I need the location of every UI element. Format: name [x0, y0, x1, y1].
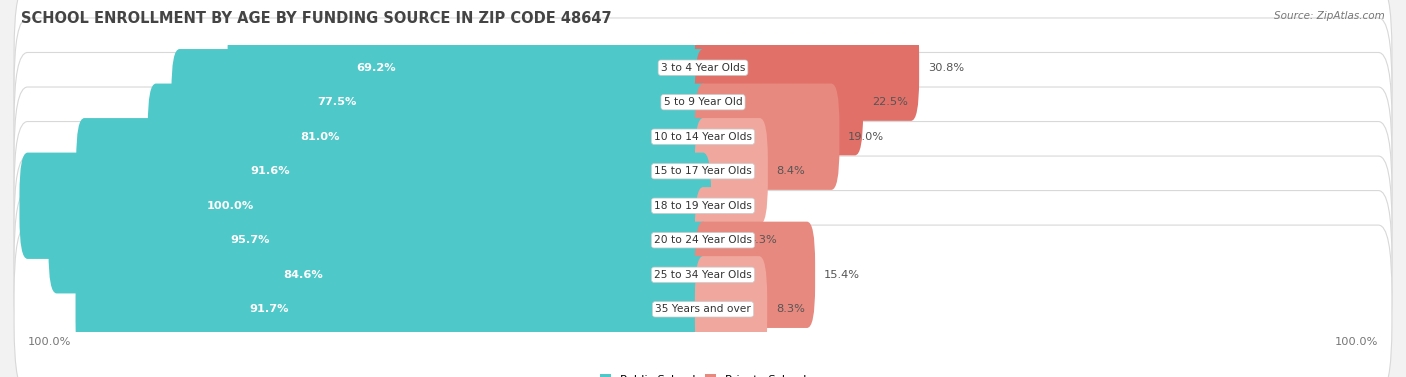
Text: 10 to 14 Year Olds: 10 to 14 Year Olds [654, 132, 752, 142]
FancyBboxPatch shape [695, 222, 815, 328]
Legend: Public School, Private School: Public School, Private School [595, 369, 811, 377]
FancyBboxPatch shape [14, 121, 1392, 290]
Text: 100.0%: 100.0% [207, 201, 254, 211]
FancyBboxPatch shape [228, 15, 711, 121]
FancyBboxPatch shape [14, 18, 1392, 187]
FancyBboxPatch shape [14, 190, 1392, 359]
FancyBboxPatch shape [14, 52, 1392, 221]
FancyBboxPatch shape [695, 15, 920, 121]
Text: 30.8%: 30.8% [928, 63, 965, 73]
Text: 95.7%: 95.7% [231, 235, 270, 245]
Text: 15 to 17 Year Olds: 15 to 17 Year Olds [654, 166, 752, 176]
Text: 0.0%: 0.0% [720, 201, 749, 211]
FancyBboxPatch shape [14, 156, 1392, 325]
FancyBboxPatch shape [695, 49, 863, 155]
Text: 19.0%: 19.0% [848, 132, 884, 142]
Text: 5 to 9 Year Old: 5 to 9 Year Old [664, 97, 742, 107]
FancyBboxPatch shape [14, 87, 1392, 256]
Text: 22.5%: 22.5% [872, 97, 908, 107]
Text: 91.7%: 91.7% [250, 304, 290, 314]
Text: SCHOOL ENROLLMENT BY AGE BY FUNDING SOURCE IN ZIP CODE 48647: SCHOOL ENROLLMENT BY AGE BY FUNDING SOUR… [21, 11, 612, 26]
Text: 18 to 19 Year Olds: 18 to 19 Year Olds [654, 201, 752, 211]
Text: 8.4%: 8.4% [776, 166, 806, 176]
Text: 4.3%: 4.3% [749, 235, 778, 245]
Text: 35 Years and over: 35 Years and over [655, 304, 751, 314]
FancyBboxPatch shape [48, 187, 711, 293]
FancyBboxPatch shape [695, 187, 740, 293]
FancyBboxPatch shape [14, 0, 1392, 152]
Text: 20 to 24 Year Olds: 20 to 24 Year Olds [654, 235, 752, 245]
Text: 3 to 4 Year Olds: 3 to 4 Year Olds [661, 63, 745, 73]
Text: 100.0%: 100.0% [28, 337, 70, 347]
Text: 91.6%: 91.6% [250, 166, 290, 176]
FancyBboxPatch shape [695, 84, 839, 190]
FancyBboxPatch shape [172, 49, 711, 155]
FancyBboxPatch shape [20, 153, 711, 259]
FancyBboxPatch shape [695, 118, 768, 224]
FancyBboxPatch shape [124, 222, 711, 328]
FancyBboxPatch shape [76, 118, 711, 224]
FancyBboxPatch shape [76, 256, 711, 362]
Text: 84.6%: 84.6% [283, 270, 323, 280]
Text: 69.2%: 69.2% [356, 63, 395, 73]
FancyBboxPatch shape [14, 225, 1392, 377]
Text: 81.0%: 81.0% [301, 132, 340, 142]
Text: 8.3%: 8.3% [776, 304, 804, 314]
Text: 100.0%: 100.0% [1336, 337, 1378, 347]
FancyBboxPatch shape [695, 256, 768, 362]
Text: Source: ZipAtlas.com: Source: ZipAtlas.com [1274, 11, 1385, 21]
Text: 77.5%: 77.5% [316, 97, 356, 107]
FancyBboxPatch shape [148, 84, 711, 190]
Text: 25 to 34 Year Olds: 25 to 34 Year Olds [654, 270, 752, 280]
Text: 15.4%: 15.4% [824, 270, 860, 280]
